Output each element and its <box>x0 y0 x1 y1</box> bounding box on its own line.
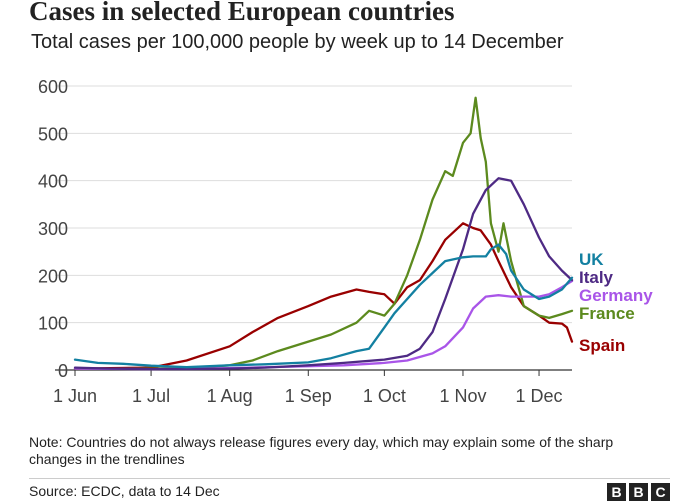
y-tick-label: 0 <box>58 361 68 381</box>
x-tick-label: 1 Sep <box>285 386 332 406</box>
bbc-logo: B B C <box>607 483 670 501</box>
series-label-italy: Italy <box>579 268 614 287</box>
chart-title: Cases in selected European countries <box>29 0 455 26</box>
series-line-italy <box>73 177 574 371</box>
chart-subtitle: Total cases per 100,000 people by week u… <box>31 31 564 53</box>
y-tick-label: 400 <box>38 172 68 192</box>
logo-letter-c: C <box>651 483 670 501</box>
x-tick-label: 1 Jul <box>132 386 170 406</box>
series-label-france: France <box>579 304 635 323</box>
logo-letter-b2: B <box>629 483 648 501</box>
series-label-germany: Germany <box>579 286 653 305</box>
chart-note: Note: Countries do not always release fi… <box>29 434 614 467</box>
series-line-france <box>73 96 574 370</box>
x-tick-label: 1 Dec <box>516 386 563 406</box>
y-tick-label: 100 <box>38 314 68 334</box>
series-label-uk: UK <box>579 250 604 269</box>
y-tick-label: 600 <box>38 77 68 97</box>
x-tick-label: 1 Oct <box>363 386 406 406</box>
y-tick-label: 300 <box>38 219 68 239</box>
y-tick-label: 200 <box>38 266 68 286</box>
source-line: Source: ECDC, data to 14 Dec <box>29 483 220 499</box>
series-label-spain: Spain <box>579 336 625 355</box>
footer-divider <box>29 478 670 479</box>
y-tick-label: 500 <box>38 124 68 144</box>
logo-letter-b1: B <box>607 483 626 501</box>
series-line-germany <box>73 279 574 371</box>
x-tick-label: 1 Aug <box>207 386 253 406</box>
line-chart: 0 100 200 300 400 500 600 1 Jun 1 Jul 1 Aug 1 Sep 1… <box>38 77 653 406</box>
x-tick-label: 1 Jun <box>53 386 97 406</box>
x-tick-label: 1 Nov <box>439 386 486 406</box>
series-line-uk <box>73 243 574 369</box>
